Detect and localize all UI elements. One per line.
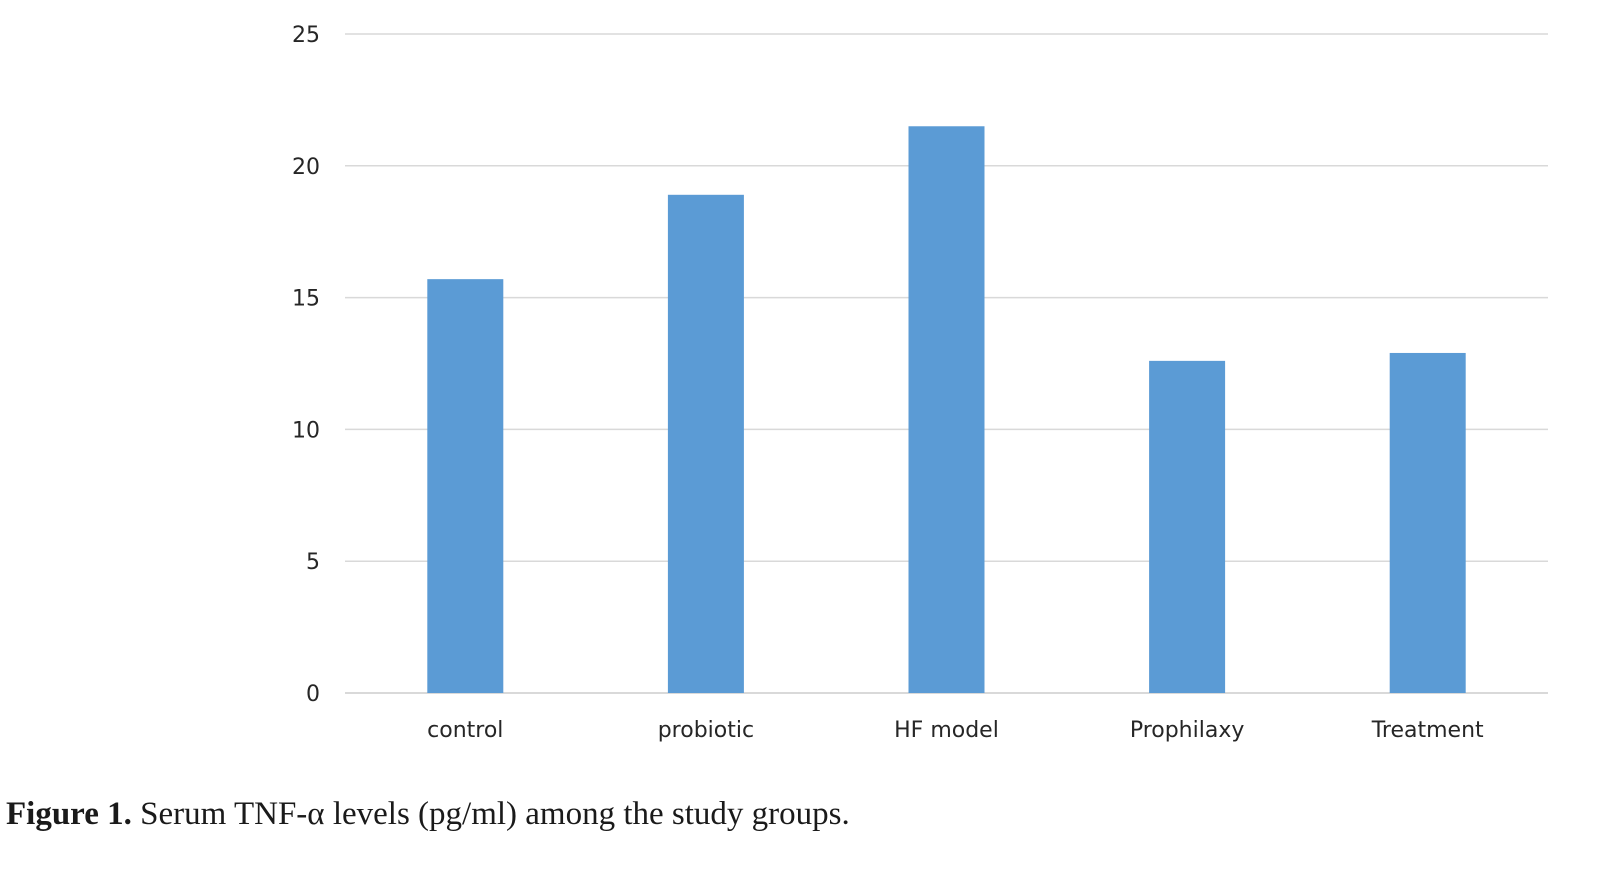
x-tick-label: Treatment — [1371, 718, 1484, 743]
x-tick-label: HF model — [894, 718, 999, 743]
y-tick-label: 0 — [306, 682, 320, 707]
x-tick-label: Prophilaxy — [1130, 718, 1245, 743]
y-tick-label: 10 — [292, 418, 320, 443]
y-tick-label: 15 — [292, 287, 320, 312]
bar-prophilaxy — [1149, 360, 1226, 693]
bar-probiotic — [667, 194, 744, 693]
y-tick-label: 25 — [292, 23, 320, 48]
bar-control — [427, 279, 504, 693]
caption-label: Figure 1. — [6, 796, 132, 832]
bar-chart: 0 5 10 15 20 25 control probiotic HF model Proph… — [292, 23, 1548, 743]
x-tick-label: probiotic — [658, 718, 754, 743]
caption-text: Serum TNF-α levels (pg/ml) among the stu… — [140, 796, 850, 832]
x-axis-tick-labels: control probiotic HF model Prophilaxy Treatm… — [427, 718, 1484, 743]
y-tick-label: 5 — [306, 550, 320, 575]
x-tick-label: control — [427, 718, 503, 743]
y-tick-label: 20 — [292, 155, 320, 180]
bars — [427, 126, 1466, 693]
bar-treatment — [1389, 352, 1466, 693]
figure-caption: Figure 1. Serum TNF-α levels (pg/ml) amo… — [6, 796, 850, 833]
y-axis-tick-labels: 0 5 10 15 20 25 — [292, 23, 320, 707]
bar-hf-model — [908, 126, 985, 693]
